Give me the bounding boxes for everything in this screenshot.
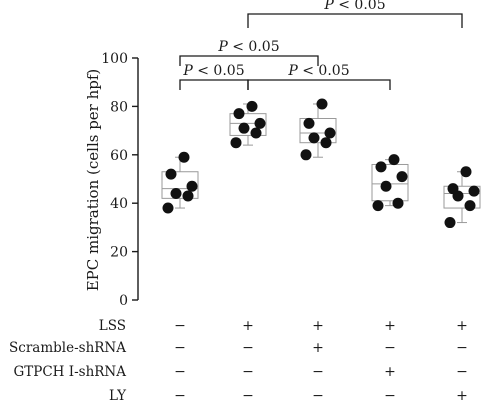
condition-sign: − [384, 340, 396, 356]
y-axis: 0 20 40 60 80 100 [101, 51, 139, 309]
condition-sign: − [312, 388, 324, 404]
box-group [161, 151, 199, 214]
condition-sign: + [456, 388, 468, 404]
data-point [246, 100, 258, 112]
box [229, 113, 267, 136]
bracket-line [179, 55, 319, 66]
data-point [233, 108, 245, 120]
p-value-label: P < 0.05 [217, 39, 279, 55]
p-value-label: P < 0.05 [287, 63, 349, 79]
data-point [388, 154, 400, 166]
bracket-line [179, 79, 249, 90]
box [299, 118, 337, 144]
significance-bracket: P < 0.05 [179, 39, 319, 66]
condition-sign: + [242, 318, 254, 334]
condition-sign: + [312, 340, 324, 356]
condition-label: LSS [99, 318, 126, 334]
condition-sign: − [174, 364, 186, 380]
y-axis-label: EPC migration (cells per hpf) [84, 69, 102, 292]
data-point [300, 149, 312, 161]
data-point [396, 171, 408, 183]
data-point [170, 188, 182, 200]
box-group [229, 100, 267, 149]
data-point [468, 185, 480, 197]
data-point [165, 168, 177, 180]
y-tick-label: 20 [110, 245, 128, 261]
condition-row: LY − − − − + [109, 388, 468, 404]
condition-label: GTPCH I-shRNA [13, 364, 126, 380]
data-point [254, 117, 266, 129]
condition-sign: − [174, 340, 186, 356]
data-point [162, 202, 174, 214]
data-point [464, 200, 476, 212]
p-value-label: P < 0.05 [323, 0, 385, 13]
data-point [460, 166, 472, 178]
condition-sign: + [456, 318, 468, 334]
significance-brackets: P < 0.05 P < 0.05 P < 0.05 P < 0.05 [179, 0, 463, 90]
data-point [372, 200, 384, 212]
data-point [308, 132, 320, 144]
data-point [230, 137, 242, 149]
significance-bracket: P < 0.05 [247, 0, 463, 28]
data-point [324, 127, 336, 139]
condition-row: Scramble-shRNA − − + − − [9, 340, 468, 356]
box-groups [161, 98, 481, 229]
condition-sign: − [242, 388, 254, 404]
y-tick-label: 60 [110, 148, 128, 164]
condition-sign: − [174, 318, 186, 334]
data-point [178, 151, 190, 163]
condition-sign: − [384, 388, 396, 404]
box [443, 185, 481, 209]
condition-sign: − [242, 340, 254, 356]
data-point [303, 117, 315, 129]
data-point [380, 180, 392, 192]
box [371, 163, 409, 202]
data-point [375, 161, 387, 173]
data-point [250, 127, 262, 139]
data-point [186, 180, 198, 192]
condition-sign: − [312, 364, 324, 380]
p-value-label: P < 0.05 [182, 63, 244, 79]
box-group [299, 98, 337, 161]
condition-label: Scramble-shRNA [9, 340, 126, 356]
significance-bracket: P < 0.05 [179, 63, 249, 90]
condition-sign: − [456, 340, 468, 356]
data-point [320, 137, 332, 149]
condition-row: GTPCH I-shRNA − − − + − [13, 364, 467, 380]
significance-bracket: P < 0.05 [247, 63, 391, 90]
condition-sign: − [174, 388, 186, 404]
condition-table: LSS − + + + +Scramble-shRNA − − + − −GTPCH I-shRNA… [9, 318, 468, 404]
data-point [238, 122, 250, 134]
bracket-line [247, 13, 463, 28]
data-point [392, 197, 404, 209]
data-point [444, 217, 456, 229]
condition-sign: − [456, 364, 468, 380]
box-group [371, 154, 409, 212]
condition-sign: − [242, 364, 254, 380]
condition-label: LY [109, 388, 127, 404]
condition-sign: + [384, 318, 396, 334]
data-point [447, 183, 459, 195]
y-tick-label: 100 [101, 51, 128, 67]
condition-sign: + [384, 364, 396, 380]
box-group [443, 166, 481, 229]
condition-row: LSS − + + + + [99, 318, 468, 334]
data-point [316, 98, 328, 110]
bracket-line [247, 79, 391, 90]
box [161, 171, 199, 199]
y-tick-label: 80 [110, 99, 128, 115]
data-point [182, 190, 194, 202]
y-tick-label: 0 [119, 293, 128, 309]
condition-sign: + [312, 318, 324, 334]
y-tick-label: 40 [110, 196, 128, 212]
